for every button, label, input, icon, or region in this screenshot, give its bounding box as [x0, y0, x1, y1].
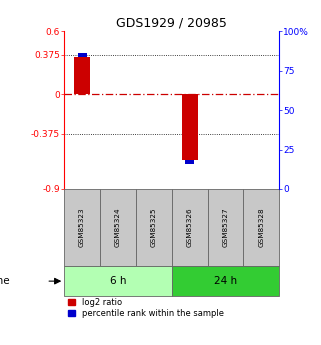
- Bar: [185, 159, 194, 164]
- Bar: [172, 266, 279, 296]
- Text: 24 h: 24 h: [214, 276, 237, 286]
- Bar: [182, 94, 198, 159]
- Bar: [172, 189, 208, 266]
- Bar: [243, 189, 279, 266]
- Bar: [208, 189, 243, 266]
- Text: GSM85327: GSM85327: [222, 208, 229, 247]
- Bar: [136, 189, 172, 266]
- Bar: [64, 266, 172, 296]
- Text: time: time: [0, 276, 11, 286]
- Title: GDS1929 / 20985: GDS1929 / 20985: [116, 17, 227, 30]
- Text: GSM85324: GSM85324: [115, 208, 121, 247]
- Text: GSM85326: GSM85326: [187, 208, 193, 247]
- Text: GSM85325: GSM85325: [151, 208, 157, 247]
- Text: GSM85323: GSM85323: [79, 208, 85, 247]
- Legend: log2 ratio, percentile rank within the sample: log2 ratio, percentile rank within the s…: [68, 298, 224, 318]
- Text: 6 h: 6 h: [110, 276, 126, 286]
- Bar: [100, 189, 136, 266]
- Bar: [64, 189, 100, 266]
- Bar: [78, 53, 87, 57]
- Bar: [74, 57, 90, 94]
- Text: GSM85328: GSM85328: [258, 208, 265, 247]
